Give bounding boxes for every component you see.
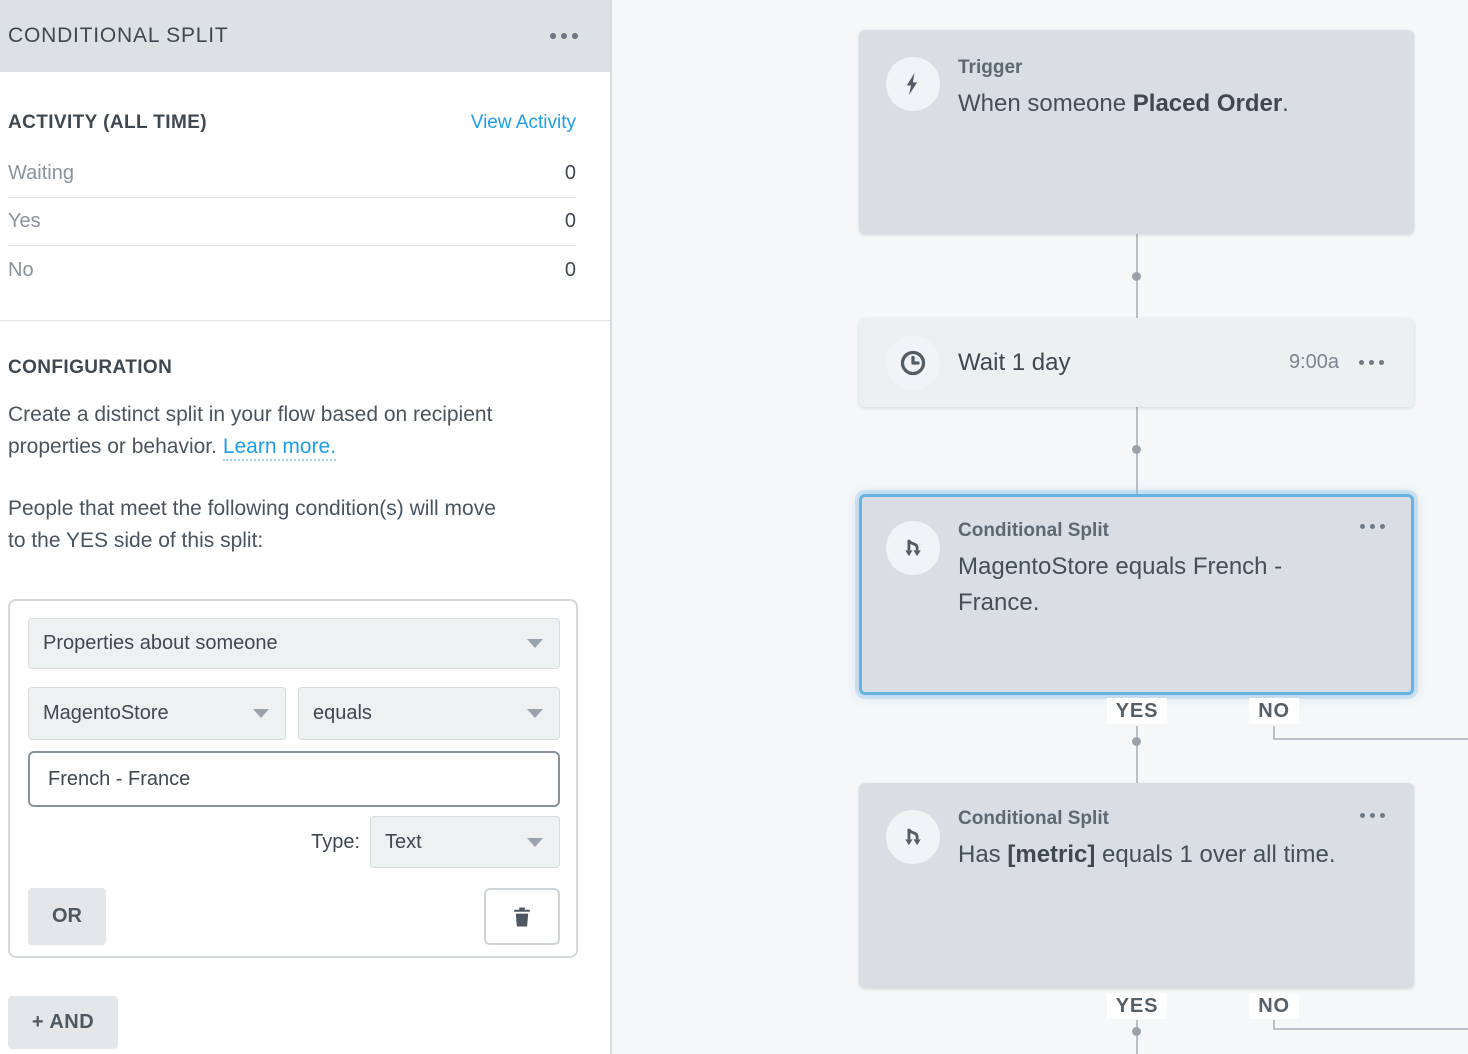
split2-text-suffix: equals 1 over all time. — [1095, 841, 1336, 868]
lightning-icon — [886, 57, 940, 111]
delete-condition-button[interactable] — [484, 888, 560, 945]
condition-group: Properties about someone MagentoStore eq… — [8, 599, 578, 958]
panel-header: CONDITIONAL SPLIT — [0, 0, 610, 72]
condition-category-select[interactable]: Properties about someone — [28, 618, 560, 669]
trigger-metric-name: Placed Order — [1132, 90, 1283, 117]
yes-branch-label: YES — [1106, 993, 1168, 1019]
chevron-down-icon — [253, 709, 269, 718]
connector-dot — [1132, 1027, 1141, 1036]
activity-row-value: 0 — [564, 258, 576, 281]
trigger-text-suffix: . — [1282, 90, 1289, 117]
or-button[interactable]: OR — [28, 888, 106, 945]
no-branch-label: NO — [1249, 993, 1299, 1019]
activity-row-value: 0 — [564, 162, 576, 184]
condition-property-value: MagentoStore — [43, 702, 169, 724]
clock-icon — [886, 335, 940, 390]
chevron-down-icon — [527, 639, 543, 648]
split2-metric-name: [metric] — [1007, 841, 1096, 868]
split-icon — [886, 810, 940, 864]
connector-dot — [1132, 272, 1141, 281]
type-select[interactable]: Text — [370, 816, 560, 868]
flow-canvas[interactable]: Trigger When someone Placed Order. Wait … — [612, 0, 1468, 1054]
no-branch-line — [1273, 1028, 1468, 1030]
condition-operator-value: equals — [313, 702, 372, 724]
chevron-down-icon — [527, 709, 543, 718]
card-kicker: Trigger — [958, 57, 1023, 78]
yes-branch-label: YES — [1106, 698, 1168, 724]
configuration-section: CONFIGURATION Create a distinct split in… — [0, 321, 610, 1049]
activity-section: ACTIVITY (ALL TIME) View Activity Waitin… — [0, 72, 610, 294]
trigger-card[interactable]: Trigger When someone Placed Order. — [859, 30, 1414, 234]
activity-row-no: No 0 — [8, 246, 576, 294]
activity-row-label: Yes — [8, 210, 41, 232]
activity-row-value: 0 — [564, 210, 576, 232]
activity-row-label: Waiting — [8, 162, 74, 184]
split-icon — [886, 521, 940, 575]
no-branch-line — [1273, 738, 1468, 740]
no-branch-label: NO — [1249, 698, 1299, 724]
panel-menu-ellipsis-icon[interactable] — [550, 33, 578, 39]
section-divider — [0, 320, 610, 321]
panel-title: CONDITIONAL SPLIT — [8, 24, 229, 47]
learn-more-link[interactable]: Learn more. — [222, 435, 337, 461]
activity-table: Waiting 0 Yes 0 No 0 — [8, 150, 576, 294]
no-branch-elbow — [1273, 1020, 1275, 1030]
connector-dot — [1132, 445, 1141, 454]
card-text: When someone Placed Order. — [958, 86, 1289, 122]
trigger-text-prefix: When someone — [958, 90, 1133, 117]
configuration-description: Create a distinct split in your flow bas… — [8, 399, 508, 463]
condition-property-select[interactable]: MagentoStore — [28, 687, 286, 740]
condition-value-input[interactable] — [28, 751, 560, 807]
activity-row-waiting: Waiting 0 — [8, 150, 576, 198]
condition-intro-text: People that meet the following condition… — [8, 497, 496, 552]
chevron-down-icon — [527, 837, 543, 847]
activity-heading: ACTIVITY (ALL TIME) — [8, 112, 208, 133]
card-menu-ellipsis-icon[interactable] — [1359, 360, 1384, 365]
card-menu-ellipsis-icon[interactable] — [1360, 524, 1385, 529]
condition-operator-select[interactable]: equals — [298, 687, 560, 740]
connector-line — [1136, 726, 1138, 783]
card-kicker: Conditional Split — [958, 808, 1109, 829]
card-kicker: Conditional Split — [958, 520, 1109, 541]
connector-dot — [1132, 737, 1141, 746]
add-and-condition-button[interactable]: + AND — [8, 996, 118, 1049]
wait-card[interactable]: Wait 1 day 9:00a — [859, 318, 1414, 407]
configuration-description-text: Create a distinct split in your flow bas… — [8, 403, 493, 458]
card-menu-ellipsis-icon[interactable] — [1360, 813, 1385, 818]
connector-line — [1136, 1020, 1138, 1054]
type-label: Type: — [311, 830, 360, 853]
inspector-panel: CONDITIONAL SPLIT ACTIVITY (ALL TIME) Vi… — [0, 0, 612, 1054]
configuration-heading: CONFIGURATION — [8, 357, 173, 378]
condition-category-value: Properties about someone — [43, 632, 278, 654]
wait-card-text: Wait 1 day — [958, 348, 1071, 376]
no-branch-elbow — [1273, 726, 1275, 740]
conditional-split-card-selected[interactable]: Conditional Split MagentoStore equals Fr… — [859, 494, 1414, 695]
type-select-value: Text — [385, 830, 422, 853]
view-activity-link[interactable]: View Activity — [470, 112, 576, 133]
activity-row-yes: Yes 0 — [8, 198, 576, 246]
wait-time-value: 9:00a — [1288, 351, 1339, 373]
split2-text-prefix: Has — [958, 841, 1008, 868]
trash-icon — [510, 905, 534, 929]
card-text: MagentoStore equals French - France. — [958, 553, 1283, 616]
conditional-split-card[interactable]: Conditional Split Has [metric] equals 1 … — [859, 783, 1414, 988]
activity-row-label: No — [8, 258, 34, 281]
card-text: Has [metric] equals 1 over all time. — [958, 837, 1336, 873]
